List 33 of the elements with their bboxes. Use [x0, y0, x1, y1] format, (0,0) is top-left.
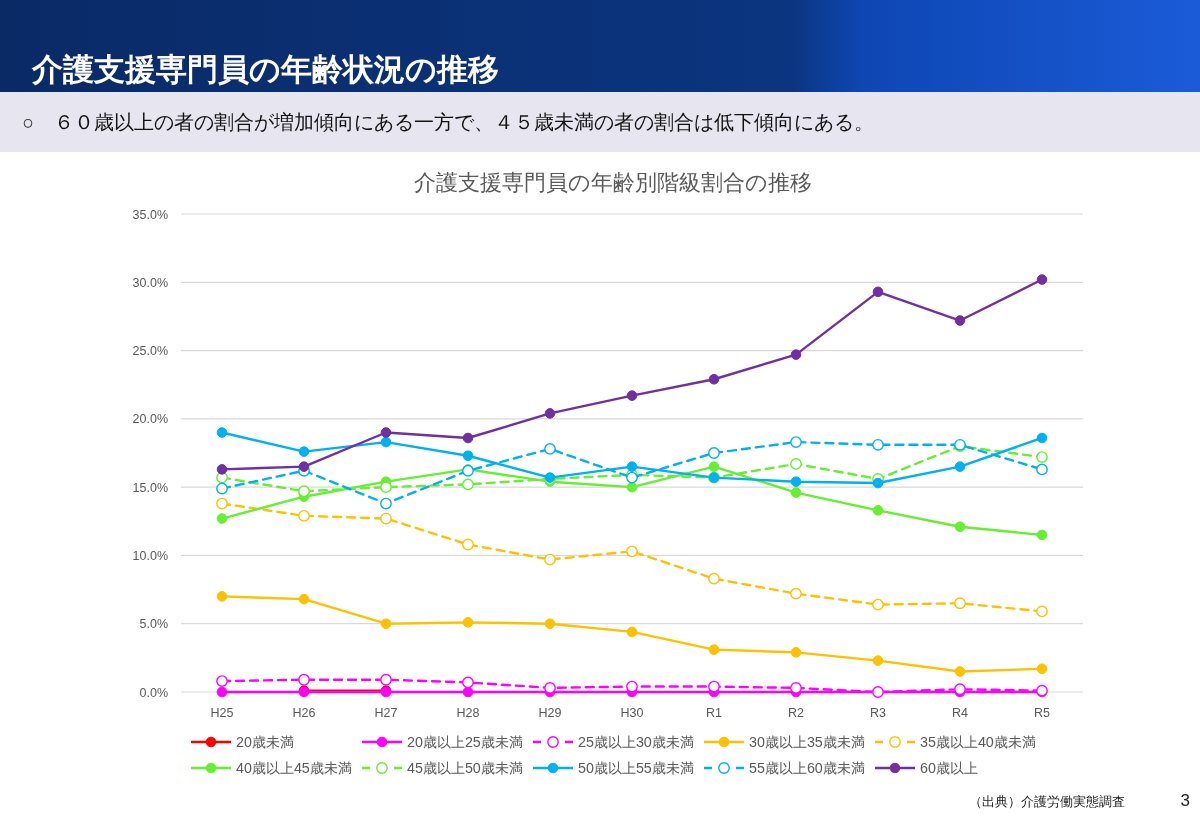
y-tick-label: 20.0% [132, 412, 168, 427]
legend-label: 50歳以上55歳未満 [578, 760, 694, 776]
legend-label: 40歳以上45歳未満 [236, 760, 352, 776]
x-tick-label: H27 [374, 706, 398, 720]
x-tick-label: H30 [620, 706, 644, 720]
title: 介護支援専門員の年齢状況の推移 [32, 52, 499, 86]
text: （出典）介護労働実態調査 [968, 794, 1125, 809]
legend-label: 35歳以上40歳未満 [920, 734, 1036, 750]
subtitle: ○ ６０歳以上の者の割合が増加傾向にある一方で、４５歳未満の者の割合は低下傾向にある。 [22, 111, 874, 133]
y-tick-label: 30.0% [132, 275, 168, 290]
x-tick-label: H29 [538, 706, 562, 720]
x-tick-label: R2 [788, 706, 805, 720]
y-tick-label: 10.0% [132, 548, 168, 563]
text: 3 [1180, 791, 1190, 810]
legend-label: 20歳以上25歳未満 [407, 734, 523, 750]
legend-label: 55歳以上60歳未満 [749, 760, 865, 776]
legend-label: 60歳以上 [920, 760, 978, 776]
x-tick-label: H26 [292, 706, 316, 720]
x-tick-label: R3 [870, 706, 887, 720]
x-tick-label: H28 [456, 706, 480, 720]
x-tick-label: R5 [1034, 706, 1051, 720]
legend-label: 20歳未満 [236, 734, 294, 750]
legend-label: 25歳以上30歳未満 [578, 734, 694, 750]
y-tick-label: 25.0% [132, 344, 168, 359]
x-tick-label: H25 [210, 706, 234, 720]
y-tick-label: 15.0% [132, 480, 168, 495]
y-tick-label: 35.0% [132, 207, 168, 222]
legend-label: 45歳以上50歳未満 [407, 760, 523, 776]
legend-label: 30歳以上35歳未満 [749, 734, 865, 750]
y-tick-label: 5.0% [139, 617, 168, 632]
y-tick-label: 0.0% [139, 685, 168, 700]
x-tick-label: R1 [706, 706, 723, 720]
x-tick-label: R4 [952, 706, 969, 720]
